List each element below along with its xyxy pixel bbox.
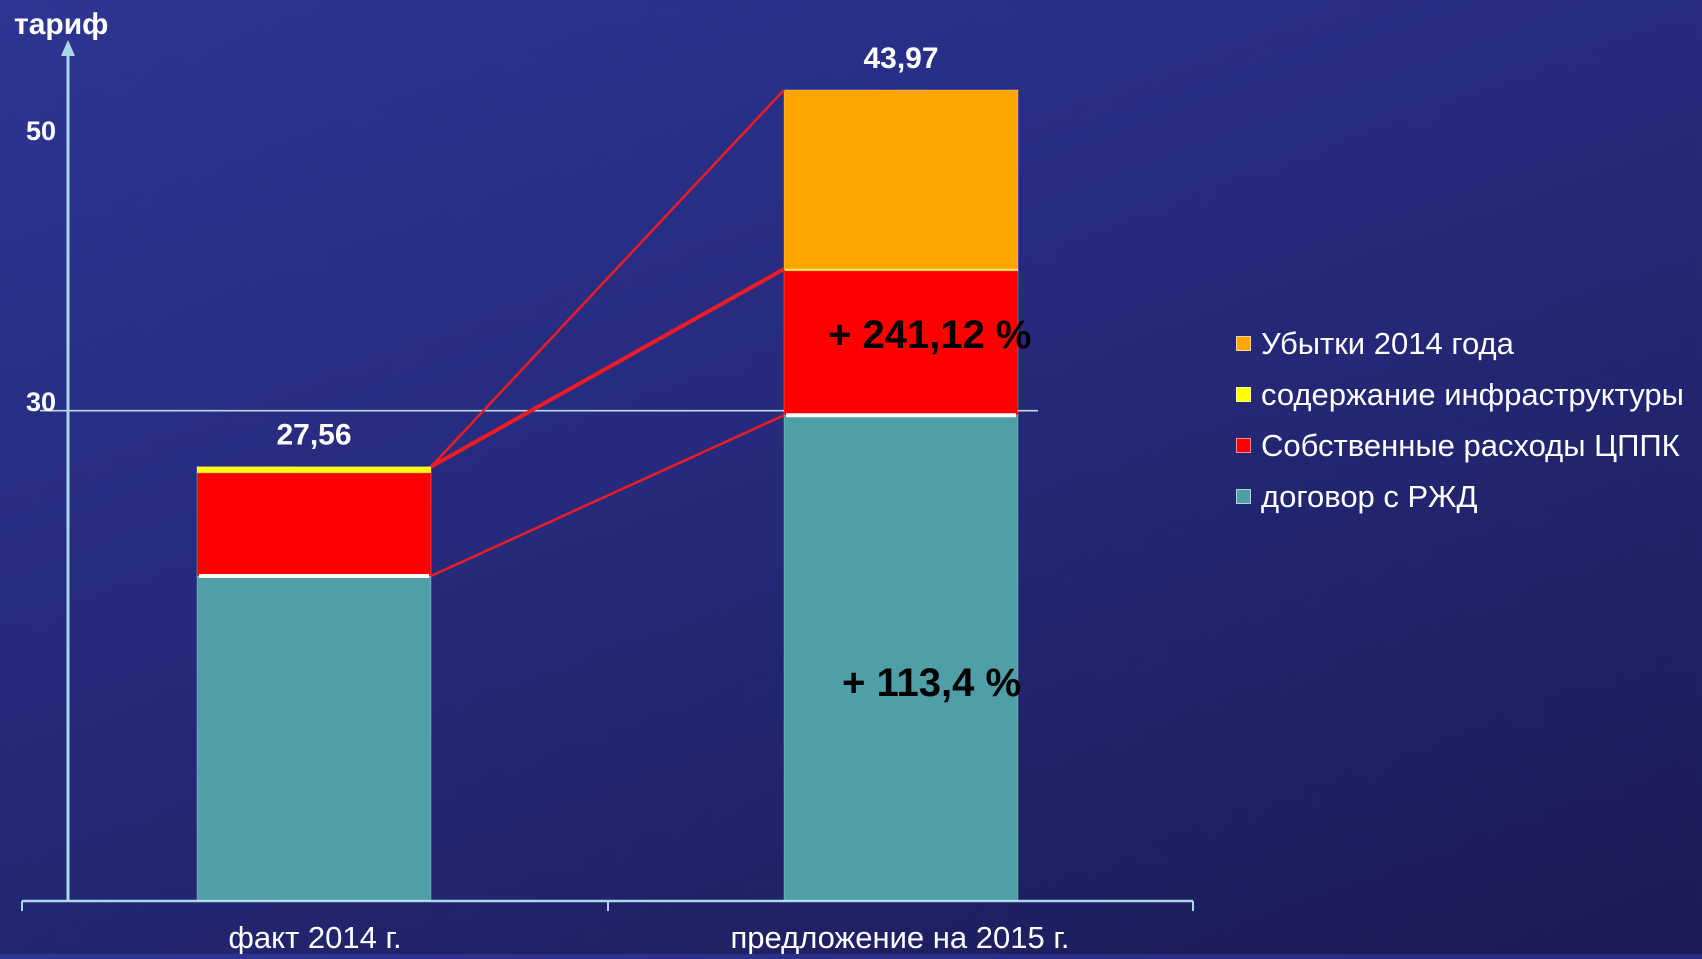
legend-swatch-red bbox=[1236, 438, 1251, 453]
y-tick-label: 50 bbox=[26, 116, 56, 146]
bar-total-label: 43,97 bbox=[863, 42, 938, 75]
x-category-label: предложение на 2015 г. bbox=[731, 920, 1070, 954]
legend-label: договор с РЖД bbox=[1261, 479, 1478, 514]
legend-swatch-teal bbox=[1236, 489, 1251, 504]
bar-segment bbox=[783, 270, 1019, 416]
legend-item: Собственные расходы ЦППК bbox=[1236, 420, 1684, 471]
growth-annotation-red: + 241,12 % bbox=[828, 313, 1032, 357]
legend-label: содержание инфраструктуры bbox=[1261, 377, 1684, 412]
bar-segment bbox=[196, 575, 432, 901]
legend-swatch-yellow bbox=[1236, 387, 1251, 402]
bar-total-label: 27,56 bbox=[276, 419, 351, 452]
y-axis-arrow bbox=[61, 40, 75, 56]
bar-segment bbox=[196, 472, 432, 577]
legend-label: Убытки 2014 года bbox=[1261, 326, 1514, 361]
bar-segment bbox=[196, 466, 432, 474]
legend-item: содержание инфраструктуры bbox=[1236, 369, 1684, 420]
connector-line bbox=[430, 414, 785, 578]
bar-segment bbox=[783, 414, 1019, 901]
y-tick-label: 30 bbox=[26, 387, 56, 417]
growth-connector-lines bbox=[430, 89, 785, 578]
bar-group bbox=[196, 89, 1019, 901]
legend-label: Собственные расходы ЦППК bbox=[1261, 428, 1680, 463]
x-category-label: факт 2014 г. bbox=[228, 920, 401, 954]
legend-swatch-orange bbox=[1236, 336, 1251, 351]
legend-item: Убытки 2014 года bbox=[1236, 318, 1684, 369]
legend: Убытки 2014 года содержание инфраструкту… bbox=[1236, 318, 1684, 522]
bar-labels: 27,56 43,97 bbox=[276, 42, 938, 452]
connector-line bbox=[430, 89, 785, 468]
legend-item: договор с РЖД bbox=[1236, 471, 1684, 522]
growth-annotation-teal: + 113,4 % bbox=[842, 661, 1021, 705]
y-axis-label: тариф bbox=[14, 8, 108, 41]
connector-line bbox=[430, 267, 785, 469]
bar-segment bbox=[783, 89, 1019, 270]
